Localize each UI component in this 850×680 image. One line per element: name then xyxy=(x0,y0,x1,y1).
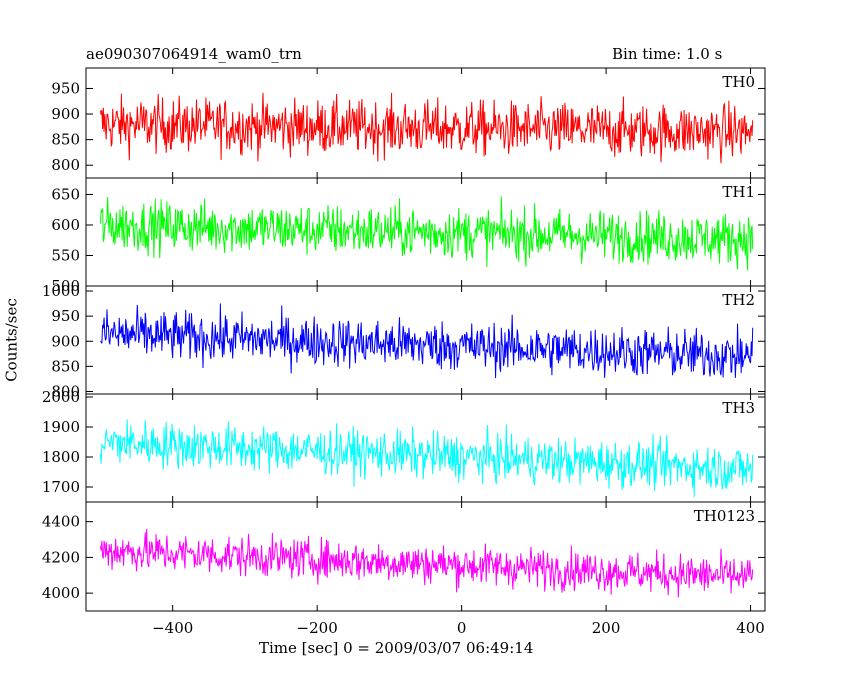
y-tick-label: 650 xyxy=(51,185,80,203)
y-tick-label: 500 xyxy=(51,277,80,295)
panel-frame-th0123 xyxy=(85,501,766,612)
y-tick-label: 1900 xyxy=(42,418,80,436)
y-tick-label: 900 xyxy=(51,332,80,350)
x-tick-label: 400 xyxy=(736,619,765,637)
panel-label-th0123: TH0123 xyxy=(694,507,755,525)
y-tick-label: 800 xyxy=(51,156,80,174)
y-tick-label: 800 xyxy=(51,382,80,400)
series-line-th3 xyxy=(99,419,754,498)
panel-label-th3: TH3 xyxy=(722,399,755,417)
y-tick-label: 950 xyxy=(51,307,80,325)
panel-label-th0: TH0 xyxy=(722,73,755,91)
series-line-th0123 xyxy=(99,528,754,598)
y-tick-label: 1700 xyxy=(42,478,80,496)
panel-frame-th2 xyxy=(85,285,766,395)
bin-time-label: Bin time: 1.0 s xyxy=(612,45,723,63)
x-tick-label: 200 xyxy=(592,619,621,637)
series-line-th2 xyxy=(100,303,754,379)
series-line-th1 xyxy=(99,196,754,271)
y-tick-label: 1000 xyxy=(42,282,80,300)
y-tick-label: 1800 xyxy=(42,448,80,466)
y-tick-label: 4200 xyxy=(42,548,80,566)
y-tick-label: 2000 xyxy=(42,388,80,406)
x-tick-label: −400 xyxy=(152,619,193,637)
chart-title: ae090307064914_wam0_trn xyxy=(86,45,302,63)
series-line-th0 xyxy=(99,92,754,164)
y-tick-label: 850 xyxy=(51,357,80,375)
y-tick-label: 4000 xyxy=(42,584,80,602)
y-tick-label: 950 xyxy=(51,79,80,97)
y-tick-label: 4400 xyxy=(42,513,80,531)
panel-label-th1: TH1 xyxy=(722,183,755,201)
y-tick-label: 550 xyxy=(51,246,80,264)
x-axis-label: Time [sec] 0 = 2009/03/07 06:49:14 xyxy=(259,639,534,657)
y-tick-label: 850 xyxy=(51,131,80,149)
y-tick-label: 900 xyxy=(51,105,80,123)
panel-label-th2: TH2 xyxy=(722,291,755,309)
y-tick-label: 600 xyxy=(51,216,80,234)
x-tick-label: 0 xyxy=(457,619,467,637)
y-axis-label: Counts/sec xyxy=(2,298,21,382)
x-tick-label: −200 xyxy=(297,619,338,637)
